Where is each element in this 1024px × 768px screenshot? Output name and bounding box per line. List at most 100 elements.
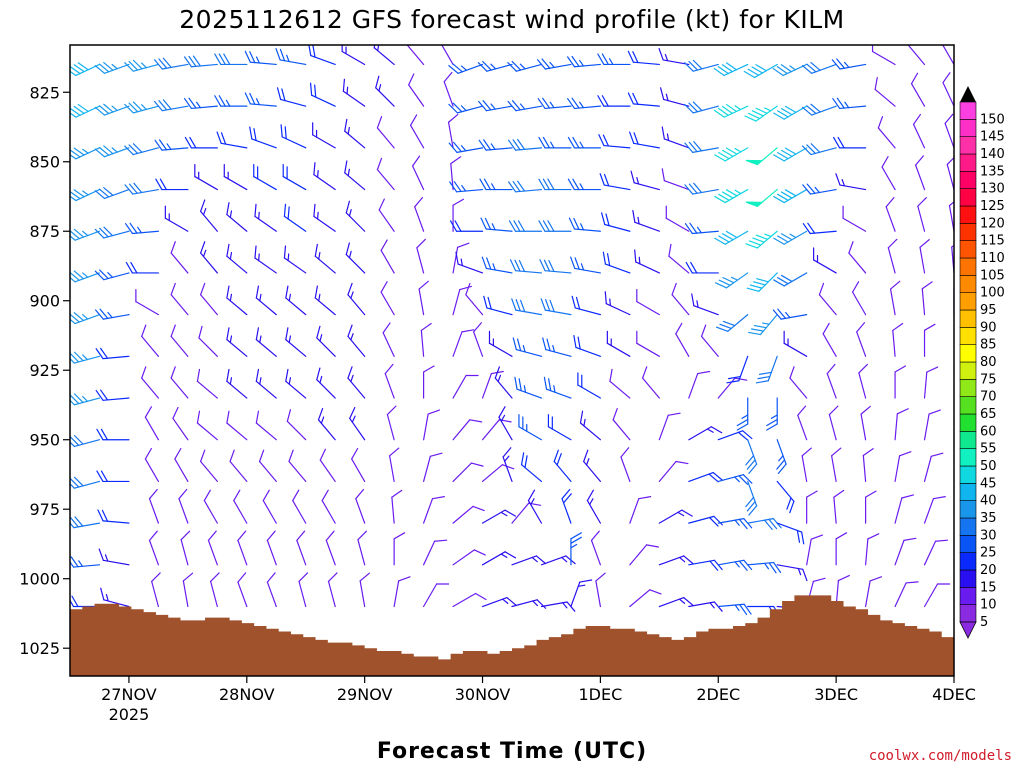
wind-barb bbox=[714, 188, 749, 204]
wind-barb bbox=[183, 55, 218, 68]
wind-barb bbox=[766, 397, 778, 431]
wind-barb bbox=[675, 322, 690, 357]
wind-barb bbox=[70, 188, 71, 191]
wind-barb bbox=[713, 62, 749, 77]
colorbar-swatch bbox=[959, 535, 977, 553]
wind-barb bbox=[226, 368, 248, 399]
wind-barb bbox=[688, 515, 723, 527]
wind-barb bbox=[887, 238, 898, 274]
wind-barb bbox=[502, 447, 513, 483]
wind-barb bbox=[586, 489, 602, 524]
wind-barb bbox=[527, 489, 543, 524]
wind-barb bbox=[553, 449, 572, 483]
wind-barb bbox=[96, 470, 130, 483]
wind-barb bbox=[851, 281, 867, 316]
wind-barb bbox=[314, 285, 336, 316]
wind-barb bbox=[658, 48, 690, 66]
colorbar-label: 20 bbox=[980, 563, 997, 578]
colorbar-swatch bbox=[959, 188, 977, 207]
wind-barb bbox=[831, 447, 842, 483]
wind-barb bbox=[540, 555, 576, 566]
wind-barb bbox=[539, 259, 572, 274]
wind-barb bbox=[95, 347, 130, 360]
wind-barb bbox=[871, 45, 896, 66]
wind-barb bbox=[508, 180, 543, 193]
colorbar-swatch bbox=[959, 413, 977, 432]
wind-barb bbox=[94, 145, 130, 158]
wind-barb bbox=[226, 285, 248, 316]
wind-barb bbox=[579, 410, 602, 441]
wind-barb bbox=[198, 325, 218, 357]
colorbar-label: 60 bbox=[980, 424, 997, 439]
wind-barb bbox=[216, 131, 248, 149]
colorbar-swatch bbox=[959, 344, 977, 363]
wind-barb bbox=[292, 489, 307, 524]
colorbar-swatch bbox=[959, 153, 977, 172]
wind-barb bbox=[70, 228, 101, 241]
wind-barb bbox=[423, 583, 450, 608]
x-tick-year-label: 2025 bbox=[109, 705, 150, 724]
x-tick-label: 3DEC bbox=[814, 685, 858, 704]
wind-barb bbox=[748, 314, 778, 336]
wind-barb bbox=[70, 480, 71, 483]
colorbar-swatch bbox=[959, 119, 977, 137]
wind-barb bbox=[688, 471, 724, 483]
y-tick-label: 975 bbox=[29, 500, 60, 519]
wind-barb bbox=[70, 556, 101, 568]
wind-barb bbox=[386, 405, 397, 441]
wind-barb bbox=[498, 406, 513, 441]
wind-barb bbox=[153, 57, 189, 70]
wind-barb bbox=[700, 324, 719, 357]
wind-barb bbox=[170, 282, 189, 316]
wind-barb bbox=[285, 327, 307, 357]
wind-barb bbox=[200, 282, 218, 316]
wind-barb bbox=[153, 99, 189, 112]
wind-barb bbox=[590, 530, 602, 566]
terrain-surface bbox=[70, 595, 954, 676]
wind-barb bbox=[688, 601, 723, 612]
colorbar-label: 150 bbox=[980, 112, 1005, 127]
wind-barb bbox=[378, 198, 395, 232]
wind-barb bbox=[412, 155, 425, 191]
wind-barb bbox=[599, 173, 631, 191]
colorbar-label: 100 bbox=[980, 286, 1005, 301]
wind-barb bbox=[441, 45, 454, 66]
wind-barb bbox=[483, 295, 513, 316]
wind-barb bbox=[455, 251, 484, 274]
wind-barb bbox=[70, 393, 101, 406]
wind-barb bbox=[452, 505, 485, 524]
wind-barb bbox=[629, 131, 660, 149]
wind-barb bbox=[345, 200, 366, 232]
wind-barb bbox=[745, 480, 758, 516]
wind-barb bbox=[831, 58, 867, 70]
wind-barb bbox=[894, 365, 907, 399]
wind-barb bbox=[568, 217, 602, 232]
wind-barb bbox=[773, 147, 808, 162]
wind-barb bbox=[597, 95, 631, 107]
wind-barb bbox=[946, 156, 954, 191]
x-tick-label: 2DEC bbox=[696, 685, 740, 704]
colorbar-label: 55 bbox=[980, 442, 997, 457]
colorbar-swatch bbox=[959, 292, 977, 311]
wind-barb bbox=[214, 95, 248, 107]
wind-barb bbox=[894, 494, 914, 524]
wind-barb bbox=[540, 601, 576, 612]
wind-barb bbox=[70, 62, 101, 77]
credit-text: coolwx.com/models bbox=[869, 748, 1012, 764]
wind-barb bbox=[312, 122, 336, 149]
colorbar-label: 10 bbox=[980, 598, 997, 613]
colorbar-label: 120 bbox=[980, 216, 1005, 231]
colorbar-label: 25 bbox=[980, 546, 997, 561]
wind-barb bbox=[125, 222, 159, 235]
wind-barb bbox=[684, 182, 719, 195]
wind-barb bbox=[321, 489, 336, 524]
wind-barb bbox=[203, 489, 218, 524]
wind-barb bbox=[858, 363, 868, 399]
wind-barb bbox=[255, 410, 277, 441]
wind-barb bbox=[944, 113, 954, 149]
colorbar-label: 130 bbox=[980, 182, 1005, 197]
wind-barb bbox=[94, 226, 130, 239]
x-tick-label: 1DEC bbox=[579, 685, 623, 704]
wind-barb bbox=[881, 156, 896, 191]
wind-barb bbox=[864, 490, 877, 524]
